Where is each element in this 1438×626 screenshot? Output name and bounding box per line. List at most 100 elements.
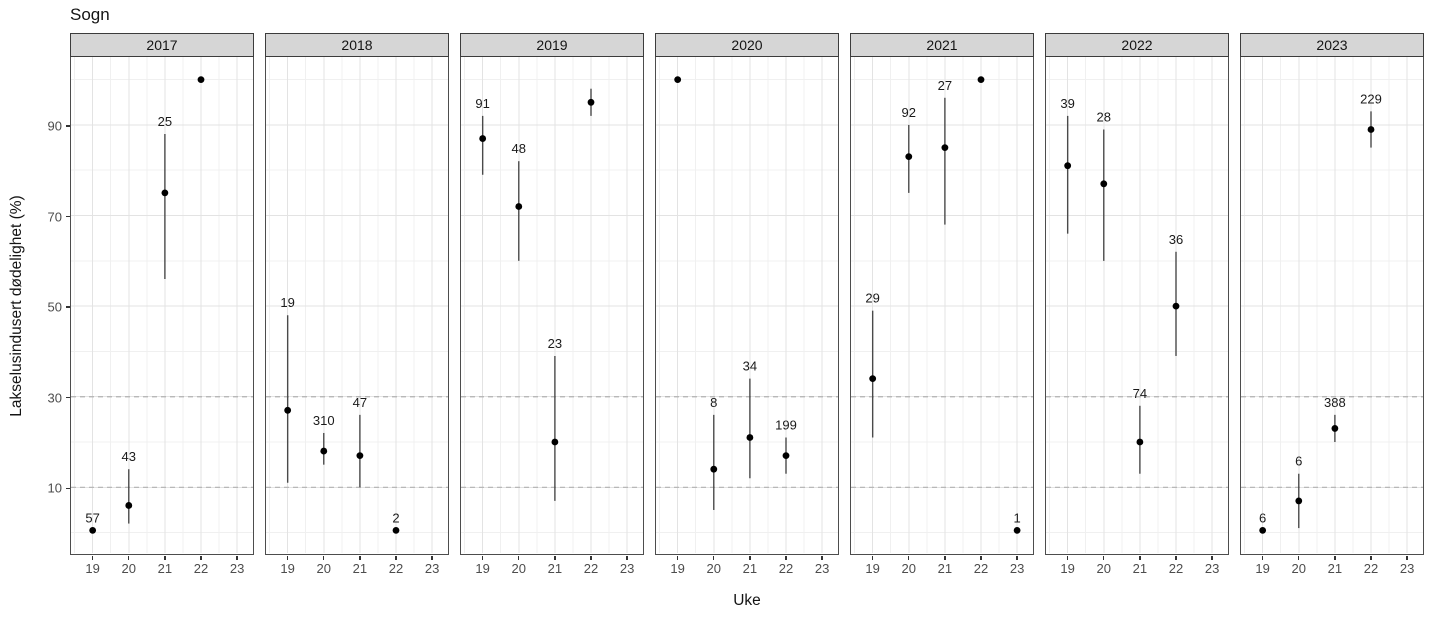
data-point-week-21: 27 <box>938 78 952 225</box>
plot-area: 6 6 388 229 <box>1240 57 1424 555</box>
point-marker <box>125 502 133 509</box>
plot-svg: 8 34 199 <box>656 57 838 553</box>
x-tick-label: 21 <box>1327 561 1343 576</box>
x-tick-label: 20 <box>511 561 526 576</box>
minor-gridlines <box>266 57 448 553</box>
x-tick-label: 22 <box>193 561 209 576</box>
x-tick-label: 21 <box>742 561 758 576</box>
x-tick-mark <box>200 556 202 560</box>
point-marker <box>746 434 754 441</box>
facet-panel-2018: 2018 19 310 47 2 <box>265 33 449 555</box>
x-tick-mark <box>128 556 130 560</box>
x-tick-label: 23 <box>619 561 635 576</box>
y-tick-mark <box>66 306 70 308</box>
y-tick-mark <box>66 215 70 218</box>
point-marker <box>674 76 682 84</box>
point-marker <box>1136 438 1144 446</box>
minor-gridlines <box>656 57 838 553</box>
point-marker <box>710 465 718 473</box>
point-marker <box>1259 526 1267 534</box>
x-tick-mark <box>1334 556 1336 560</box>
point-count-label: 29 <box>865 291 879 306</box>
facet-strip-label: 2019 <box>460 33 644 57</box>
point-marker <box>515 203 523 210</box>
data-point-week-19: 29 <box>865 291 880 438</box>
x-tick-label: 23 <box>424 561 440 576</box>
x-tick-label: 23 <box>229 561 245 576</box>
x-tick-mark <box>676 556 679 560</box>
x-tick-mark <box>749 556 751 560</box>
minor-gridlines <box>1046 57 1228 553</box>
plot-area: 29 92 27 1 <box>850 57 1034 555</box>
minor-gridlines <box>461 57 643 553</box>
x-tick-label: 19 <box>1060 561 1075 576</box>
x-tick-mark <box>908 556 910 560</box>
point-count-label: 2 <box>392 510 399 525</box>
x-tick-label: 23 <box>1009 561 1025 576</box>
x-tick-label: 22 <box>583 561 599 576</box>
x-tick-label: 23 <box>1204 561 1220 576</box>
point-count-label: 27 <box>938 78 952 93</box>
y-tick-mark <box>66 125 70 127</box>
data-point-week-20: 92 <box>902 105 916 193</box>
x-tick-label: 22 <box>778 561 794 576</box>
x-tick-mark <box>821 556 823 560</box>
plot-svg: 19 310 47 2 <box>266 57 448 553</box>
x-tick-mark <box>164 556 166 560</box>
x-tick-mark <box>871 556 874 560</box>
point-marker <box>1100 180 1108 188</box>
point-count-label: 43 <box>122 449 136 464</box>
point-count-label: 8 <box>710 395 717 410</box>
data-point-week-21: 34 <box>743 359 757 479</box>
point-count-label: 25 <box>158 114 172 129</box>
x-tick-label: 23 <box>814 561 830 576</box>
y-tick-mark <box>66 397 70 399</box>
x-tick-label: 20 <box>121 561 136 576</box>
point-count-label: 34 <box>743 359 757 374</box>
minor-gridlines <box>851 57 1033 553</box>
x-tick-mark <box>481 556 484 560</box>
x-tick-mark <box>236 556 238 560</box>
facet-strip-label: 2022 <box>1045 33 1229 57</box>
plot-area: 39 28 74 36 <box>1045 57 1229 555</box>
facet-strip-label: 2021 <box>850 33 1034 57</box>
data-point-week-19: 19 <box>280 295 295 483</box>
major-gridlines <box>461 57 643 553</box>
data-point-week-21: 23 <box>548 336 562 501</box>
point-marker <box>1064 162 1072 170</box>
x-tick-mark <box>286 556 289 560</box>
data-point-week-22: 36 <box>1169 232 1183 356</box>
data-point-week-19: 91 <box>475 96 490 175</box>
point-marker <box>905 153 913 161</box>
x-tick-label: 20 <box>706 561 721 576</box>
point-count-label: 39 <box>1060 96 1074 111</box>
point-marker <box>392 526 400 534</box>
data-point-week-22 <box>587 88 595 116</box>
x-tick-label: 19 <box>1255 561 1270 576</box>
point-count-label: 57 <box>85 510 99 525</box>
facet-panel-2019: 2019 91 48 23 <box>460 33 644 555</box>
x-tick-mark <box>1261 556 1264 560</box>
y-tick-label: 90 <box>47 118 62 134</box>
x-tick-label: 21 <box>937 561 953 576</box>
facet-panels: 2017 57 43 25 2018 19 310 47 2 2019 91 48 23 2020 8 34 1… <box>70 33 1424 555</box>
point-marker <box>89 526 97 534</box>
x-tick-mark <box>713 556 715 560</box>
point-marker <box>869 375 877 383</box>
x-tick-mark <box>1103 556 1105 560</box>
data-point-week-22: 199 <box>775 417 797 474</box>
plot-svg: 91 48 23 <box>461 57 643 553</box>
y-tick-label: 10 <box>47 480 62 496</box>
point-count-label: 91 <box>475 96 489 111</box>
point-count-label: 47 <box>353 395 367 410</box>
x-tick-mark <box>359 556 361 560</box>
point-marker <box>1295 497 1303 505</box>
x-tick-mark <box>1066 556 1069 560</box>
x-tick-label: 22 <box>973 561 989 576</box>
point-count-label: 19 <box>280 295 294 310</box>
x-tick-mark <box>944 556 946 560</box>
x-tick-mark <box>91 556 94 560</box>
point-marker <box>1172 302 1180 310</box>
data-point-week-22 <box>977 76 985 84</box>
